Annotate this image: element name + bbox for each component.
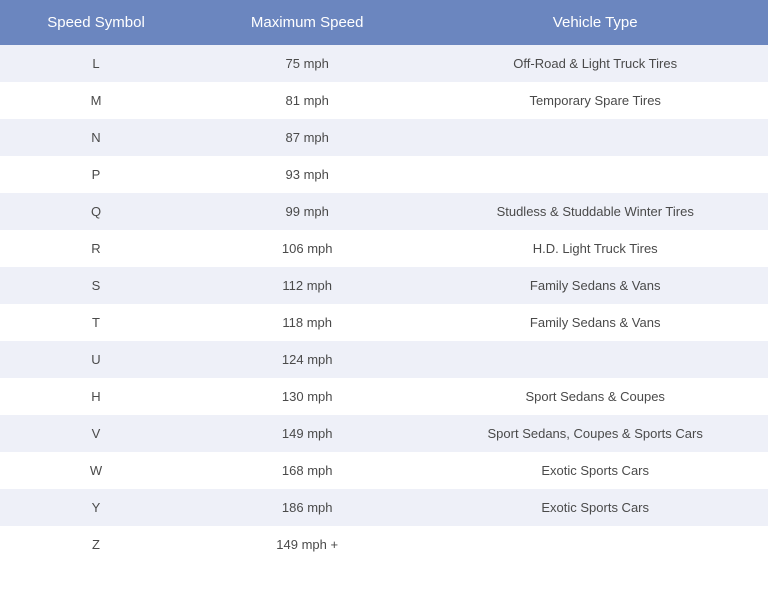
cell-symbol: Q: [0, 193, 192, 230]
cell-speed: 75 mph: [192, 45, 422, 82]
cell-speed: 118 mph: [192, 304, 422, 341]
cell-symbol: Z: [0, 526, 192, 563]
cell-speed: 124 mph: [192, 341, 422, 378]
cell-vehicle: H.D. Light Truck Tires: [422, 230, 768, 267]
table-row: S 112 mph Family Sedans & Vans: [0, 267, 768, 304]
speed-rating-table: Speed Symbol Maximum Speed Vehicle Type …: [0, 0, 768, 563]
cell-symbol: M: [0, 82, 192, 119]
header-maximum-speed: Maximum Speed: [192, 0, 422, 45]
table-row: P 93 mph: [0, 156, 768, 193]
cell-speed: 87 mph: [192, 119, 422, 156]
table-header-row: Speed Symbol Maximum Speed Vehicle Type: [0, 0, 768, 45]
cell-symbol: Y: [0, 489, 192, 526]
table-body: L 75 mph Off-Road & Light Truck Tires M …: [0, 45, 768, 563]
table-row: H 130 mph Sport Sedans & Coupes: [0, 378, 768, 415]
cell-speed: 112 mph: [192, 267, 422, 304]
cell-speed: 149 mph: [192, 415, 422, 452]
cell-speed: 106 mph: [192, 230, 422, 267]
cell-symbol: T: [0, 304, 192, 341]
cell-speed: 130 mph: [192, 378, 422, 415]
cell-vehicle: [422, 526, 768, 563]
cell-speed: 168 mph: [192, 452, 422, 489]
cell-symbol: L: [0, 45, 192, 82]
cell-symbol: U: [0, 341, 192, 378]
table-row: L 75 mph Off-Road & Light Truck Tires: [0, 45, 768, 82]
cell-speed: 149 mph +: [192, 526, 422, 563]
cell-speed: 93 mph: [192, 156, 422, 193]
table-row: Q 99 mph Studless & Studdable Winter Tir…: [0, 193, 768, 230]
cell-symbol: R: [0, 230, 192, 267]
cell-vehicle: Family Sedans & Vans: [422, 304, 768, 341]
cell-vehicle: Sport Sedans & Coupes: [422, 378, 768, 415]
cell-symbol: S: [0, 267, 192, 304]
header-speed-symbol: Speed Symbol: [0, 0, 192, 45]
cell-symbol: V: [0, 415, 192, 452]
cell-vehicle: [422, 119, 768, 156]
cell-vehicle: Family Sedans & Vans: [422, 267, 768, 304]
table-row: U 124 mph: [0, 341, 768, 378]
table-row: Z 149 mph +: [0, 526, 768, 563]
cell-vehicle: Sport Sedans, Coupes & Sports Cars: [422, 415, 768, 452]
header-vehicle-type: Vehicle Type: [422, 0, 768, 45]
cell-symbol: H: [0, 378, 192, 415]
cell-vehicle: [422, 341, 768, 378]
table-row: R 106 mph H.D. Light Truck Tires: [0, 230, 768, 267]
cell-speed: 81 mph: [192, 82, 422, 119]
cell-vehicle: Exotic Sports Cars: [422, 452, 768, 489]
cell-vehicle: Studless & Studdable Winter Tires: [422, 193, 768, 230]
table-row: N 87 mph: [0, 119, 768, 156]
table-row: T 118 mph Family Sedans & Vans: [0, 304, 768, 341]
table-row: W 168 mph Exotic Sports Cars: [0, 452, 768, 489]
cell-speed: 99 mph: [192, 193, 422, 230]
cell-symbol: N: [0, 119, 192, 156]
table-row: M 81 mph Temporary Spare Tires: [0, 82, 768, 119]
cell-vehicle: Temporary Spare Tires: [422, 82, 768, 119]
cell-symbol: W: [0, 452, 192, 489]
table-row: Y 186 mph Exotic Sports Cars: [0, 489, 768, 526]
cell-speed: 186 mph: [192, 489, 422, 526]
cell-vehicle: Exotic Sports Cars: [422, 489, 768, 526]
cell-vehicle: [422, 156, 768, 193]
cell-vehicle: Off-Road & Light Truck Tires: [422, 45, 768, 82]
cell-symbol: P: [0, 156, 192, 193]
table-row: V 149 mph Sport Sedans, Coupes & Sports …: [0, 415, 768, 452]
